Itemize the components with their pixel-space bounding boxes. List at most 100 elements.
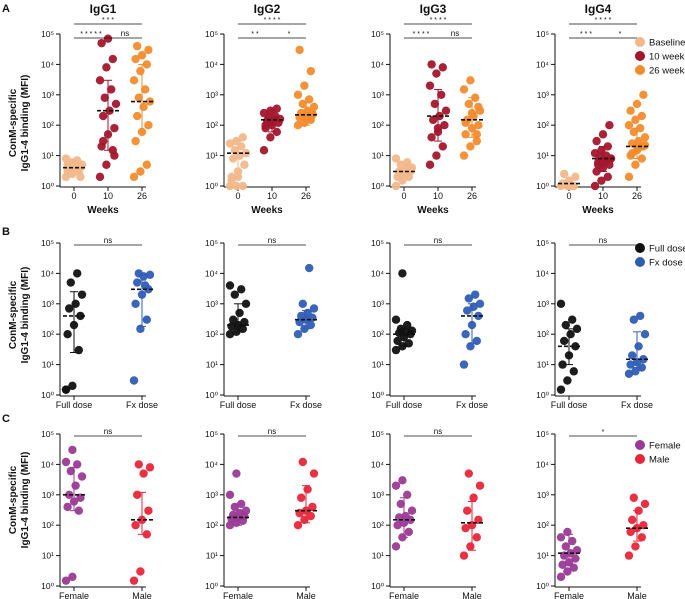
data-point bbox=[631, 160, 640, 169]
data-point bbox=[459, 85, 469, 94]
x-tick-label: Male bbox=[296, 591, 316, 599]
significance-label: * * bbox=[251, 31, 259, 38]
x-tick-label: 0 bbox=[71, 191, 76, 201]
y-tick-label: 10⁴ bbox=[536, 268, 549, 278]
x-tick-label: 0 bbox=[401, 191, 406, 201]
data-point bbox=[466, 342, 475, 351]
y-tick-label: 10² bbox=[537, 520, 549, 530]
x-tick-label: 10 bbox=[433, 191, 443, 201]
data-point bbox=[300, 81, 309, 90]
data-point bbox=[145, 463, 155, 472]
data-point bbox=[309, 469, 319, 478]
data-point bbox=[131, 136, 140, 146]
data-point bbox=[472, 533, 481, 542]
data-point bbox=[230, 146, 239, 155]
data-point bbox=[136, 567, 145, 576]
data-point bbox=[76, 493, 85, 502]
y-tick-label: 10⁵ bbox=[536, 29, 549, 39]
x-tick-label: Full dose bbox=[56, 400, 93, 410]
data-point bbox=[391, 315, 401, 324]
significance-label: ns bbox=[121, 29, 129, 38]
subplot-b-2: 10⁰ 10¹ 10² 10³ 10⁴ 10⁵ Full dose Fx dose ns bbox=[205, 236, 322, 410]
x-tick-label: Fx dose bbox=[456, 400, 488, 410]
data-point bbox=[103, 34, 113, 43]
y-tick-label: 10² bbox=[372, 520, 384, 530]
y-axis-title-a-line2: IgG1-4 binding (MFI) bbox=[20, 75, 31, 172]
data-point bbox=[472, 336, 481, 346]
legend-marker bbox=[635, 37, 645, 47]
y-tick-label: 10¹ bbox=[537, 151, 549, 161]
x-tick-label: Fx dose bbox=[621, 400, 653, 410]
data-point bbox=[605, 121, 614, 130]
data-point bbox=[640, 140, 650, 150]
y-tick-label: 10⁰ bbox=[371, 181, 384, 191]
legend-marker bbox=[635, 454, 645, 464]
data-point bbox=[391, 345, 401, 355]
x-tick-label: Female bbox=[223, 591, 253, 599]
data-point bbox=[133, 490, 142, 499]
data-point bbox=[303, 485, 312, 494]
data-point bbox=[76, 311, 85, 321]
legend-label: Male bbox=[649, 455, 670, 466]
subplot-a-3: 10⁰ 10¹ 10² 10³ 10⁴ 10⁵ 0 10 26 IgG3 Weeks * * * * n… bbox=[371, 2, 485, 216]
data-point bbox=[631, 542, 640, 551]
data-point bbox=[572, 546, 582, 555]
data-point bbox=[129, 76, 139, 85]
data-point bbox=[295, 45, 304, 55]
legend-marker bbox=[635, 65, 645, 75]
data-point bbox=[293, 521, 303, 530]
data-point bbox=[639, 521, 648, 530]
subplot-c-4: 10⁰ 10¹ 10² 10³ 10⁴ 10⁵ Female Male * bbox=[536, 429, 650, 599]
data-point bbox=[293, 121, 303, 130]
data-point bbox=[624, 551, 634, 560]
legend-c: Female Male bbox=[635, 440, 681, 466]
y-tick-label: 10⁴ bbox=[371, 268, 384, 278]
data-point bbox=[603, 142, 612, 151]
data-point bbox=[629, 127, 638, 137]
x-axis-title: Weeks bbox=[87, 205, 119, 216]
data-point bbox=[142, 160, 151, 169]
x-tick-label: 26 bbox=[137, 191, 147, 201]
data-point bbox=[68, 167, 77, 176]
y-tick-label: 10² bbox=[42, 329, 54, 339]
data-point bbox=[563, 567, 572, 576]
subplot-title: IgG4 bbox=[585, 2, 612, 16]
data-point bbox=[237, 285, 246, 294]
data-point bbox=[628, 515, 637, 525]
data-point bbox=[571, 342, 580, 351]
data-point bbox=[556, 385, 566, 394]
data-point bbox=[66, 466, 76, 476]
data-point bbox=[241, 299, 251, 308]
data-point bbox=[97, 38, 106, 48]
data-point bbox=[404, 339, 413, 348]
data-point bbox=[459, 360, 469, 369]
data-point bbox=[459, 151, 469, 160]
y-tick-label: 10² bbox=[42, 120, 54, 130]
data-point bbox=[95, 172, 105, 182]
legend-label: Baseline bbox=[649, 38, 685, 49]
data-point bbox=[560, 336, 569, 346]
legend-marker bbox=[635, 243, 645, 253]
subplot-c-3: 10⁰ 10¹ 10² 10³ 10⁴ 10⁵ Female Male ns bbox=[371, 427, 485, 599]
data-point bbox=[102, 63, 111, 72]
y-axis-title-b-line1: ConM-specific bbox=[8, 280, 19, 349]
y-tick-label: 10³ bbox=[537, 90, 549, 100]
y-tick-label: 10⁴ bbox=[536, 59, 549, 69]
data-point bbox=[463, 306, 472, 315]
data-point bbox=[438, 142, 447, 151]
y-tick-label: 10⁵ bbox=[41, 238, 54, 248]
data-point bbox=[144, 506, 153, 515]
data-point bbox=[440, 121, 449, 130]
x-tick-label: Fx dose bbox=[126, 400, 158, 410]
data-point bbox=[393, 521, 402, 530]
y-tick-label: 10³ bbox=[42, 90, 54, 100]
y-tick-label: 10¹ bbox=[372, 151, 384, 161]
data-point bbox=[634, 342, 643, 351]
legend-marker bbox=[635, 440, 645, 450]
y-tick-label: 10⁵ bbox=[536, 429, 549, 439]
data-point bbox=[475, 481, 485, 490]
data-point bbox=[240, 317, 249, 327]
data-point bbox=[624, 369, 634, 378]
data-point bbox=[639, 355, 648, 364]
data-point bbox=[61, 385, 71, 394]
